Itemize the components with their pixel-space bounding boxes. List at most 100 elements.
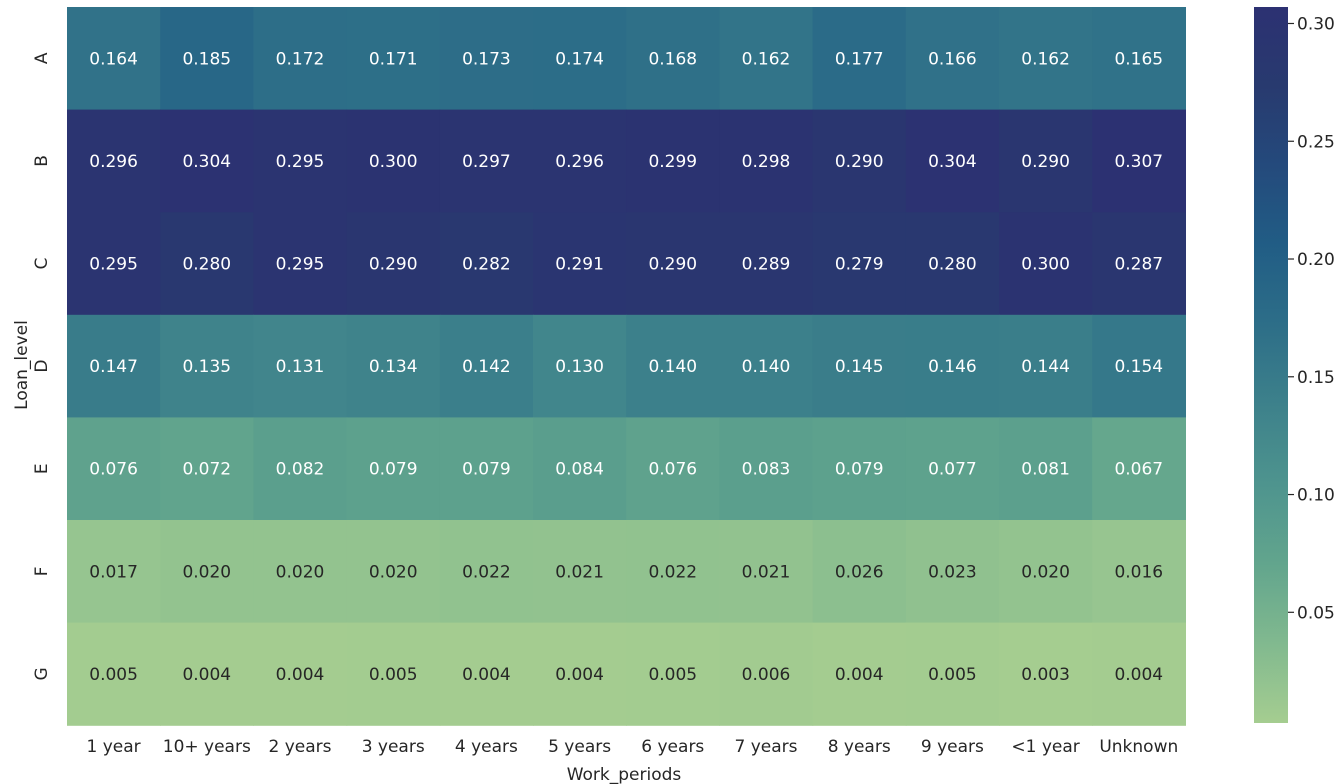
heatmap-cell-label: 0.079 — [835, 460, 884, 480]
heatmap-cell — [812, 314, 907, 418]
colorbar-tick-label: 0.15 — [1297, 368, 1335, 388]
heatmap-cell-label: 0.004 — [555, 665, 604, 685]
heatmap-cell — [812, 520, 907, 624]
heatmap-cell-label: 0.016 — [1114, 562, 1163, 582]
x-tick-label: 8 years — [828, 737, 891, 757]
heatmap-cell — [160, 417, 254, 521]
heatmap-cell — [67, 212, 161, 316]
heatmap-cell — [253, 622, 348, 726]
heatmap-cell — [67, 417, 161, 521]
heatmap-cell — [719, 314, 814, 418]
heatmap-cell — [160, 212, 254, 316]
heatmap-cell — [253, 314, 348, 418]
heatmap-cell — [626, 520, 720, 624]
heatmap-cell — [253, 417, 348, 521]
heatmap-cell — [253, 212, 348, 316]
heatmap-cell — [1092, 417, 1186, 521]
heatmap-cell — [905, 314, 1000, 418]
colorbar-tick-label: 0.25 — [1297, 132, 1335, 152]
heatmap-cell-label: 0.130 — [555, 357, 604, 377]
heatmap-cell — [160, 109, 254, 213]
heatmap-cell-label: 0.077 — [928, 460, 977, 480]
heatmap-cell — [533, 212, 627, 316]
heatmap-cell-label: 0.164 — [89, 49, 138, 69]
heatmap-cell-label: 0.079 — [369, 460, 418, 480]
heatmap-cell-label: 0.076 — [648, 460, 697, 480]
heatmap-cell — [533, 314, 627, 418]
y-axis-label: Loan_level — [12, 320, 32, 410]
heatmap-cell-label: 0.147 — [89, 357, 138, 377]
heatmap-cell-label: 0.005 — [89, 665, 138, 685]
heatmap-cell-label: 0.020 — [276, 562, 325, 582]
x-tick-label: 2 years — [268, 737, 331, 757]
heatmap-cell-label: 0.298 — [742, 152, 791, 172]
y-tick-labels: A B C D E F G — [32, 52, 52, 680]
x-tick-label: 4 years — [455, 737, 518, 757]
heatmap-cell-label: 0.145 — [835, 357, 884, 377]
x-tick-labels: 1 year 10+ years 2 years 3 years 4 years 5 ye… — [87, 737, 1179, 757]
heatmap-cell-label: 0.004 — [835, 665, 884, 685]
heatmap-cell — [812, 7, 907, 111]
heatmap-cell-label: 0.162 — [742, 49, 791, 69]
heatmap-cell — [812, 417, 907, 521]
heatmap-cell — [719, 7, 814, 111]
heatmap-cell-label: 0.279 — [835, 255, 884, 275]
heatmap-cell — [999, 212, 1093, 316]
y-tick-label: B — [32, 155, 52, 167]
heatmap-cell-label: 0.290 — [835, 152, 884, 172]
x-tick-label: 6 years — [641, 737, 704, 757]
heatmap-cell-label: 0.162 — [1021, 49, 1070, 69]
heatmap-cell — [999, 520, 1093, 624]
heatmap-cell-label: 0.020 — [182, 562, 231, 582]
heatmap-cell — [626, 212, 720, 316]
heatmap-cell — [626, 7, 720, 111]
heatmap-cell-label: 0.131 — [276, 357, 325, 377]
heatmap-cell-label: 0.140 — [742, 357, 791, 377]
heatmap-cell — [346, 417, 441, 521]
x-tick-label: 3 years — [362, 737, 425, 757]
heatmap-cell-label: 0.004 — [462, 665, 511, 685]
heatmap-cell-label: 0.022 — [648, 562, 697, 582]
heatmap-cell-label: 0.146 — [928, 357, 977, 377]
heatmap-cell-label: 0.022 — [462, 562, 511, 582]
heatmap-cell — [626, 417, 720, 521]
heatmap-cell — [905, 520, 1000, 624]
heatmap-cell — [67, 7, 161, 111]
heatmap-cell-label: 0.174 — [555, 49, 604, 69]
x-tick-label: 9 years — [921, 737, 984, 757]
y-tick-label: A — [32, 52, 52, 64]
colorbar-tick-label: 0.30 — [1297, 14, 1335, 34]
heatmap-cell — [439, 520, 534, 624]
heatmap-cell — [719, 417, 814, 521]
y-tick-label: C — [32, 258, 52, 270]
x-tick-label: 5 years — [548, 737, 611, 757]
heatmap-cell — [439, 314, 534, 418]
heatmap-cell — [1092, 212, 1186, 316]
heatmap-cell-label: 0.304 — [182, 152, 231, 172]
heatmap-cell-label: 0.004 — [1114, 665, 1163, 685]
heatmap-cell — [533, 7, 627, 111]
heatmap-cell-label: 0.005 — [369, 665, 418, 685]
heatmap-cell-label: 0.168 — [648, 49, 697, 69]
heatmap-cell-label: 0.135 — [182, 357, 231, 377]
x-tick-label: <1 year — [1011, 737, 1079, 757]
heatmap-cell — [67, 622, 161, 726]
heatmap-cell — [346, 109, 441, 213]
heatmap-cell — [253, 109, 348, 213]
heatmap-cell-label: 0.290 — [648, 255, 697, 275]
heatmap-cell-label: 0.004 — [276, 665, 325, 685]
heatmap-cell — [439, 109, 534, 213]
y-tick-label: E — [32, 463, 52, 474]
y-tick-label: G — [32, 667, 52, 680]
heatmap-cell — [160, 520, 254, 624]
heatmap-cell-label: 0.004 — [182, 665, 231, 685]
heatmap-cell-label: 0.140 — [648, 357, 697, 377]
heatmap-cell — [812, 212, 907, 316]
heatmap-cell — [67, 520, 161, 624]
heatmap-cell — [1092, 7, 1186, 111]
heatmap-cell-label: 0.154 — [1114, 357, 1163, 377]
heatmap-cell-label: 0.082 — [276, 460, 325, 480]
heatmap-cell — [253, 520, 348, 624]
heatmap-cell-label: 0.005 — [648, 665, 697, 685]
